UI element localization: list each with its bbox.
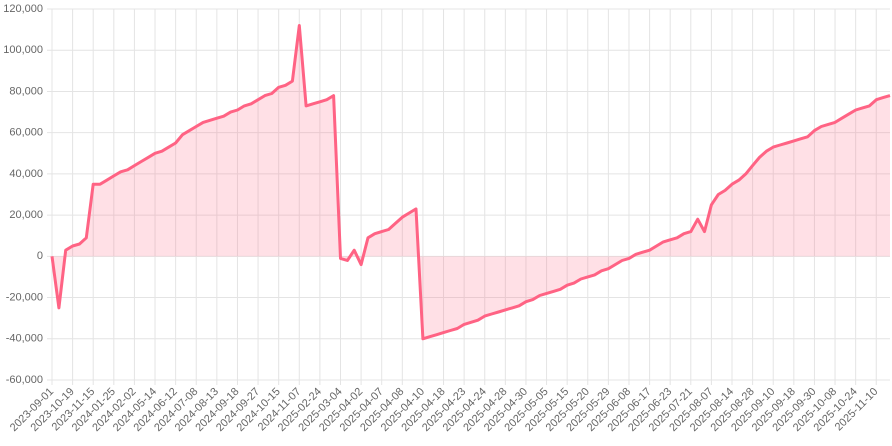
y-tick-label: 40,000 <box>9 168 43 180</box>
y-tick-label: 120,000 <box>3 3 43 15</box>
area <box>52 25 890 339</box>
y-tick-label: -60,000 <box>6 374 43 386</box>
y-tick-label: -20,000 <box>6 291 43 303</box>
y-tick-label: 100,000 <box>3 44 43 56</box>
y-tick-label: -40,000 <box>6 333 43 345</box>
line <box>50 24 891 341</box>
y-tick-label: 80,000 <box>9 85 43 97</box>
y-tick-label: 60,000 <box>9 127 43 139</box>
y-tick-label: 0 <box>37 250 43 262</box>
y-tick-label: 20,000 <box>9 209 43 221</box>
